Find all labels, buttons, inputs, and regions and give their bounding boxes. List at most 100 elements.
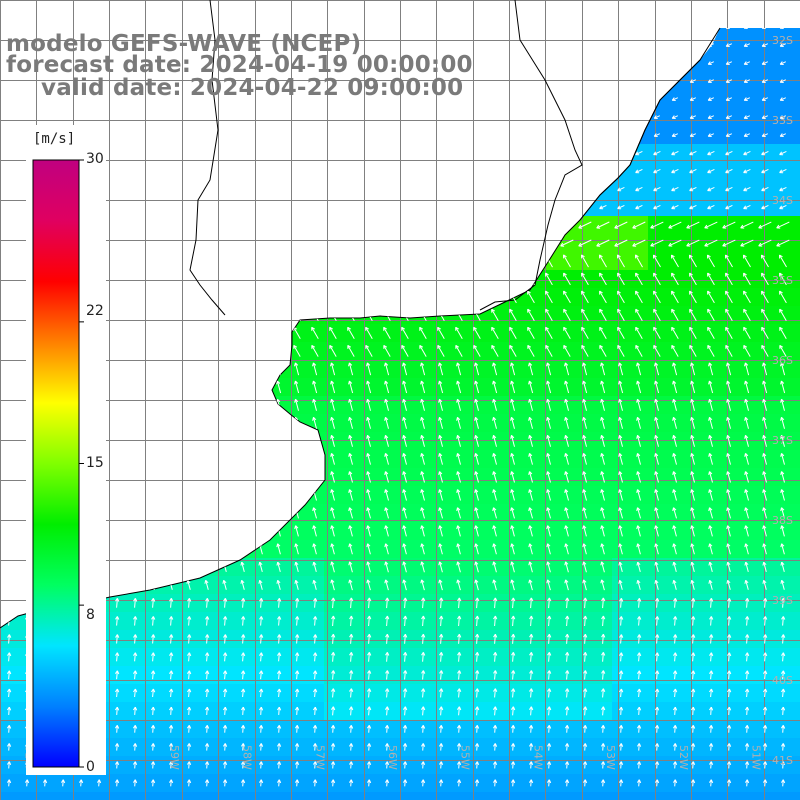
wind-arrow	[564, 489, 569, 501]
wind-arrow	[582, 380, 588, 394]
wind-arrow	[222, 525, 227, 537]
wind-arrow	[131, 28, 139, 29]
wind-arrow	[167, 115, 175, 119]
wind-arrow	[185, 150, 193, 156]
wind-arrow	[456, 779, 462, 787]
wind-arrow	[528, 8, 534, 11]
wind-arrow	[330, 453, 335, 465]
wind-arrow	[582, 471, 587, 483]
wind-arrow	[653, 133, 661, 137]
wind-arrow	[276, 743, 282, 751]
wind-arrow	[546, 434, 551, 447]
wind-arrow	[5, 168, 13, 174]
wind-arrow	[654, 489, 659, 501]
wind-arrow	[420, 579, 425, 591]
wind-arrow	[581, 326, 589, 339]
colorbar-tick-15: 15	[86, 455, 104, 471]
wind-arrow	[6, 416, 11, 429]
wind-arrow	[113, 254, 121, 268]
wind-arrow	[725, 97, 733, 101]
wind-arrow	[275, 150, 283, 156]
wind-arrow	[401, 204, 409, 210]
wind-arrow	[672, 453, 677, 465]
wind-arrow	[6, 489, 11, 501]
wind-arrow	[509, 43, 517, 47]
wind-arrow	[654, 652, 660, 662]
wind-arrow	[690, 579, 695, 590]
wind-arrow	[762, 543, 767, 555]
wind-arrow	[293, 168, 301, 174]
wind-arrow	[438, 8, 444, 11]
wind-arrow	[258, 743, 264, 751]
wind-arrow	[600, 725, 606, 733]
wind-arrow	[761, 43, 769, 47]
wind-arrow	[600, 688, 606, 698]
wind-arrow	[510, 489, 515, 501]
wind-arrow	[131, 168, 139, 174]
wind-arrow	[312, 670, 318, 680]
wind-arrow	[402, 525, 407, 537]
wind-arrow	[689, 290, 697, 304]
wind-arrow	[293, 115, 301, 119]
wind-arrow	[492, 543, 497, 555]
wind-arrow	[780, 416, 785, 429]
wind-arrow	[600, 398, 605, 411]
wind-arrow	[365, 150, 373, 156]
wind-arrow	[402, 761, 408, 769]
wind-arrow	[780, 507, 785, 519]
wind-arrow	[259, 616, 264, 626]
wind-arrow	[635, 168, 643, 174]
wind-arrow	[637, 634, 642, 644]
wind-arrow	[545, 204, 553, 210]
wind-arrow	[384, 525, 389, 537]
wind-arrow	[673, 598, 678, 608]
wind-arrow	[438, 416, 443, 429]
wind-arrow	[743, 290, 751, 304]
wind-arrow	[149, 186, 157, 192]
wind-arrow	[600, 761, 606, 769]
wind-arrow	[5, 133, 13, 137]
wind-arrow	[563, 254, 571, 268]
colorbar	[32, 159, 80, 768]
wind-arrow	[762, 416, 767, 429]
wind-arrow	[726, 670, 732, 680]
wind-arrow	[110, 221, 124, 229]
wind-arrow	[276, 561, 281, 573]
wind-arrow	[529, 597, 534, 609]
wind-arrow	[240, 743, 246, 751]
wind-arrow	[564, 761, 570, 769]
wind-arrow	[275, 272, 283, 286]
wind-arrow	[257, 115, 265, 119]
wind-arrow	[510, 453, 515, 465]
wind-arrow	[276, 507, 281, 519]
wind-arrow	[527, 254, 535, 268]
wind-arrow	[473, 115, 481, 119]
wind-arrow	[311, 186, 319, 192]
wind-arrow	[6, 362, 12, 376]
wind-arrow	[168, 743, 174, 751]
wind-arrow	[438, 489, 443, 501]
wind-arrow	[545, 290, 553, 304]
wind-arrow	[383, 326, 391, 339]
wind-arrow	[583, 633, 588, 644]
wind-arrow	[581, 308, 589, 322]
wind-arrow	[456, 688, 462, 698]
wind-arrow	[726, 416, 731, 429]
wind-arrow	[617, 344, 625, 357]
wind-arrow	[420, 725, 426, 733]
wind-arrow	[329, 186, 337, 192]
wind-arrow	[276, 706, 282, 715]
wind-arrow	[510, 471, 515, 483]
wind-arrow	[222, 8, 228, 11]
wind-arrow	[762, 507, 767, 519]
wind-arrow	[133, 598, 138, 608]
wind-arrow	[312, 579, 317, 590]
wind-arrow	[596, 239, 610, 247]
wind-arrow	[524, 221, 538, 229]
wind-arrow	[654, 743, 660, 751]
wind-arrow	[239, 308, 247, 322]
wind-arrow	[743, 79, 751, 83]
wind-arrow	[113, 290, 121, 304]
wind-arrow	[293, 344, 301, 357]
wind-arrow	[128, 221, 142, 229]
